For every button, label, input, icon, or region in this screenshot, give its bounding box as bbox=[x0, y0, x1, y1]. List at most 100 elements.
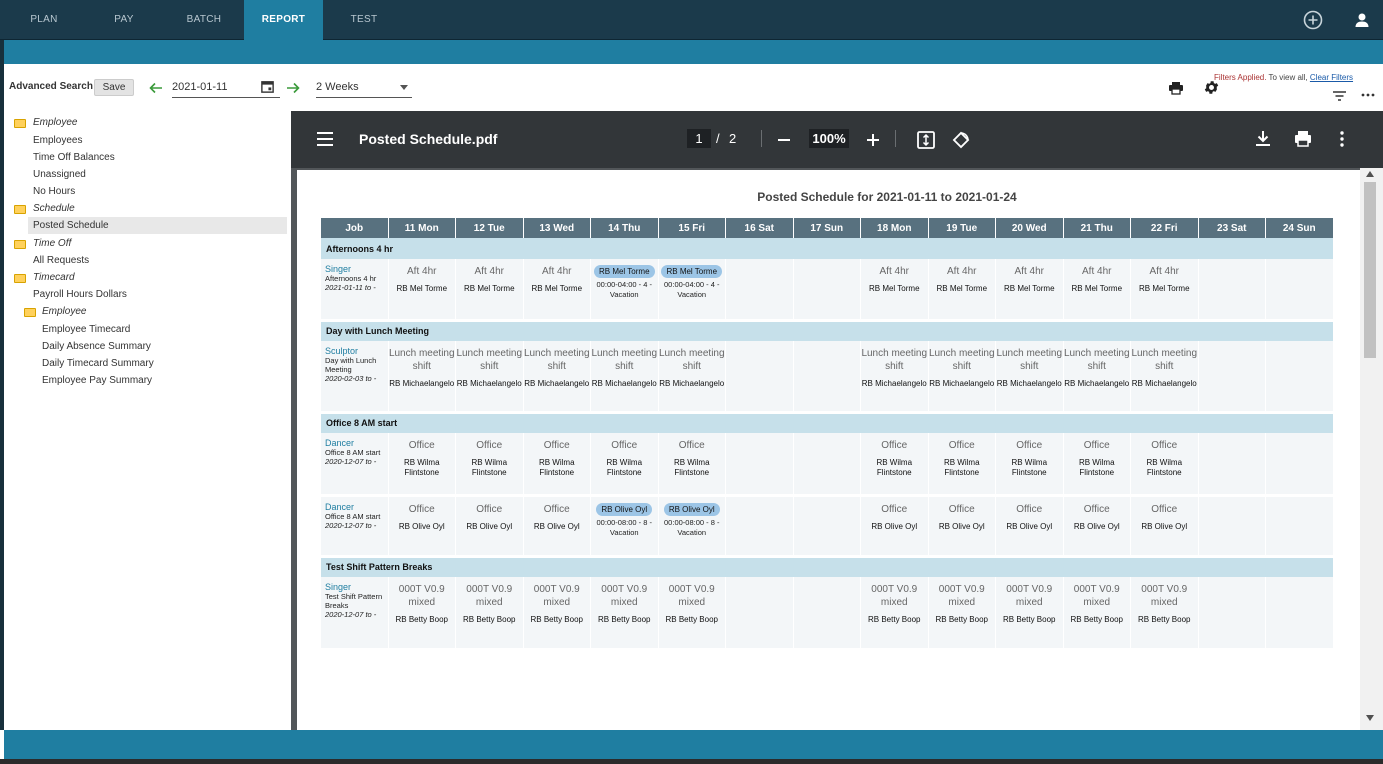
day-cell[interactable]: Lunch meeting shift RB Michaelangelo bbox=[523, 341, 591, 414]
fit-page-icon[interactable] bbox=[916, 130, 936, 150]
day-cell[interactable] bbox=[793, 577, 861, 651]
day-cell[interactable]: Office RB Olive Oyl bbox=[860, 495, 929, 558]
tree-item-payroll-hours-dollars[interactable]: Payroll Hours Dollars bbox=[33, 289, 127, 300]
tree-folder-schedule[interactable]: Schedule bbox=[33, 203, 75, 214]
day-cell[interactable]: Lunch meeting shift RB Michaelangelo bbox=[995, 341, 1064, 414]
day-cell[interactable]: Office RB Wilma Flintstone bbox=[1130, 433, 1199, 497]
day-cell[interactable] bbox=[725, 341, 794, 414]
day-cell[interactable] bbox=[1198, 495, 1266, 558]
day-cell[interactable]: 000T V0.9 mixed RB Betty Boop bbox=[860, 577, 929, 651]
add-circle-icon[interactable] bbox=[1303, 10, 1323, 30]
day-cell[interactable]: Office RB Wilma Flintstone bbox=[928, 433, 996, 497]
tree-folder-timecard[interactable]: Timecard bbox=[33, 272, 75, 283]
day-cell[interactable] bbox=[1265, 341, 1334, 414]
day-cell[interactable]: Office RB Wilma Flintstone bbox=[995, 433, 1064, 497]
day-cell[interactable] bbox=[1198, 433, 1266, 497]
day-cell[interactable]: RB Olive Oyl 00:00-08:00 - 8 - Vacation bbox=[590, 495, 659, 558]
calendar-icon[interactable] bbox=[260, 79, 275, 94]
day-cell[interactable]: Office RB Wilma Flintstone bbox=[658, 433, 726, 497]
scrollbar-thumb[interactable] bbox=[1364, 182, 1376, 358]
tab-pay[interactable]: PAY bbox=[114, 14, 134, 25]
day-cell[interactable]: RB Mel Torme 00:00-04:00 - 4 - Vacation bbox=[590, 259, 659, 322]
job-link[interactable]: Sculptor bbox=[325, 346, 359, 356]
day-cell[interactable] bbox=[725, 495, 794, 558]
tree-item-unassigned[interactable]: Unassigned bbox=[33, 169, 86, 180]
scrollbar[interactable] bbox=[1360, 168, 1383, 730]
day-cell[interactable]: Aft 4hr RB Mel Torme bbox=[455, 259, 524, 322]
day-cell[interactable]: Office RB Wilma Flintstone bbox=[590, 433, 659, 497]
tree-folder-time-off[interactable]: Time Off bbox=[33, 238, 72, 249]
day-cell[interactable]: Office RB Olive Oyl bbox=[388, 495, 456, 558]
day-cell[interactable]: 000T V0.9 mixed RB Betty Boop bbox=[1063, 577, 1131, 651]
tree-item-posted-schedule[interactable]: Posted Schedule bbox=[28, 217, 287, 234]
time-off-badge[interactable]: RB Olive Oyl bbox=[596, 502, 653, 516]
user-account-icon[interactable] bbox=[1352, 10, 1372, 30]
advanced-search-label[interactable]: Advanced Search bbox=[9, 81, 93, 92]
tree-item-employee-timecard[interactable]: Employee Timecard bbox=[42, 324, 131, 335]
day-cell[interactable] bbox=[793, 495, 861, 558]
day-cell[interactable]: Office RB Olive Oyl bbox=[928, 495, 996, 558]
day-cell[interactable]: Lunch meeting shift RB Michaelangelo bbox=[928, 341, 996, 414]
day-cell[interactable]: Lunch meeting shift RB Michaelangelo bbox=[388, 341, 456, 414]
day-cell[interactable]: Office RB Olive Oyl bbox=[455, 495, 524, 558]
day-cell[interactable]: Lunch meeting shift RB Michaelangelo bbox=[1130, 341, 1199, 414]
arrow-left-icon[interactable] bbox=[148, 80, 164, 96]
day-cell[interactable]: Office RB Wilma Flintstone bbox=[860, 433, 929, 497]
tree-folder-employee[interactable]: Employee bbox=[33, 117, 78, 128]
time-off-badge[interactable]: RB Mel Torme bbox=[661, 265, 723, 278]
day-cell[interactable] bbox=[793, 433, 861, 497]
tree-item-time-off-balances[interactable]: Time Off Balances bbox=[33, 152, 115, 163]
page-number-input[interactable]: 1 bbox=[687, 129, 711, 148]
date-field[interactable]: 2021-01-11 bbox=[172, 78, 280, 98]
tree-item-daily-timecard-summary[interactable]: Daily Timecard Summary bbox=[42, 358, 154, 369]
day-cell[interactable]: Aft 4hr RB Mel Torme bbox=[388, 259, 456, 322]
day-cell[interactable]: Office RB Olive Oyl bbox=[523, 495, 591, 558]
tree-item-no-hours[interactable]: No Hours bbox=[33, 186, 76, 197]
day-cell[interactable]: 000T V0.9 mixed RB Betty Boop bbox=[455, 577, 524, 651]
zoom-out-icon[interactable] bbox=[774, 130, 794, 150]
day-cell[interactable] bbox=[1265, 495, 1334, 558]
day-cell[interactable]: Office RB Olive Oyl bbox=[1063, 495, 1131, 558]
day-cell[interactable]: Office RB Olive Oyl bbox=[995, 495, 1064, 558]
save-button[interactable]: Save bbox=[94, 79, 134, 96]
day-cell[interactable] bbox=[1198, 341, 1266, 414]
day-cell[interactable]: Office RB Wilma Flintstone bbox=[388, 433, 456, 497]
day-cell[interactable] bbox=[1265, 259, 1334, 322]
day-cell[interactable]: Aft 4hr RB Mel Torme bbox=[1063, 259, 1131, 322]
day-cell[interactable]: 000T V0.9 mixed RB Betty Boop bbox=[590, 577, 659, 651]
tree-item-employee-pay-summary[interactable]: Employee Pay Summary bbox=[42, 375, 153, 386]
pdf-print-icon[interactable] bbox=[1293, 129, 1313, 149]
day-cell[interactable]: Lunch meeting shift RB Michaelangelo bbox=[455, 341, 524, 414]
day-cell[interactable] bbox=[725, 433, 794, 497]
zoom-in-icon[interactable] bbox=[863, 130, 883, 150]
arrow-right-icon[interactable] bbox=[285, 80, 301, 96]
day-cell[interactable]: Office RB Olive Oyl bbox=[1130, 495, 1199, 558]
download-icon[interactable] bbox=[1253, 129, 1273, 149]
day-cell[interactable]: Office RB Wilma Flintstone bbox=[523, 433, 591, 497]
day-cell[interactable]: Aft 4hr RB Mel Torme bbox=[860, 259, 929, 322]
day-cell[interactable] bbox=[725, 577, 794, 651]
job-link[interactable]: Singer bbox=[325, 264, 352, 274]
day-cell[interactable]: Office RB Wilma Flintstone bbox=[1063, 433, 1131, 497]
day-cell[interactable] bbox=[725, 259, 794, 322]
scroll-up-icon[interactable] bbox=[1366, 171, 1374, 177]
tree-item-all-requests[interactable]: All Requests bbox=[33, 255, 90, 266]
settings-gear-icon[interactable] bbox=[1203, 79, 1220, 96]
day-cell[interactable]: RB Mel Torme 00:00-04:00 - 4 - Vacation bbox=[658, 259, 726, 322]
day-cell[interactable]: 000T V0.9 mixed RB Betty Boop bbox=[995, 577, 1064, 651]
day-cell[interactable] bbox=[793, 341, 861, 414]
more-vert-icon[interactable] bbox=[1332, 129, 1352, 149]
rotate-icon[interactable] bbox=[951, 130, 971, 150]
zoom-level[interactable]: 100% bbox=[809, 129, 849, 148]
day-cell[interactable] bbox=[793, 259, 861, 322]
day-cell[interactable]: 000T V0.9 mixed RB Betty Boop bbox=[388, 577, 456, 651]
day-cell[interactable] bbox=[1265, 433, 1334, 497]
day-cell[interactable]: Office RB Wilma Flintstone bbox=[455, 433, 524, 497]
day-cell[interactable]: Lunch meeting shift RB Michaelangelo bbox=[860, 341, 929, 414]
day-cell[interactable] bbox=[1198, 577, 1266, 651]
time-off-badge[interactable]: RB Olive Oyl bbox=[663, 502, 720, 516]
day-cell[interactable]: Lunch meeting shift RB Michaelangelo bbox=[658, 341, 726, 414]
job-link[interactable]: Dancer bbox=[325, 438, 355, 448]
more-options-icon[interactable] bbox=[1361, 90, 1375, 100]
tab-batch[interactable]: BATCH bbox=[186, 14, 222, 25]
